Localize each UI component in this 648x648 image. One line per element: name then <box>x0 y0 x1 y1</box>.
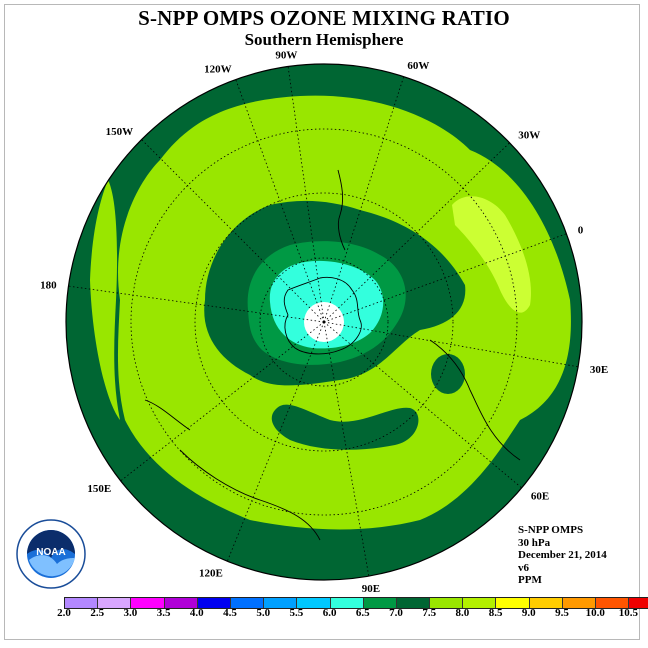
instrument-label: S-NPP OMPS <box>518 524 584 536</box>
south-dark-arc <box>271 404 419 450</box>
meridian-line <box>226 321 325 562</box>
pressure-level: 30 hPa <box>518 536 551 549</box>
longitude-label: 0 <box>578 225 584 237</box>
map-title: S-NPP OMPS OZONE MIXING RATIO <box>138 6 510 30</box>
meridian-line <box>68 285 325 323</box>
color-swatch <box>396 598 431 608</box>
map-border <box>65 63 583 581</box>
color-swatch <box>430 598 464 608</box>
color-swatch <box>98 598 132 608</box>
version-label: v6 <box>518 561 529 574</box>
color-swatch <box>297 598 331 608</box>
meridian-line <box>323 321 522 489</box>
west-light-strip <box>90 180 120 420</box>
color-swatch <box>562 598 596 608</box>
figure-frame <box>4 4 640 640</box>
longitude-label: 120W <box>204 63 232 75</box>
yellow-green-patch <box>452 196 531 313</box>
date-label: December 21, 2014 <box>518 549 607 562</box>
longitude-label: 120E <box>199 567 223 579</box>
color-swatch <box>629 598 648 608</box>
longitude-label: 90W <box>275 50 297 62</box>
color-scale-label: 5.0 <box>256 607 271 619</box>
color-scale-label: 9.5 <box>555 607 569 619</box>
color-scale-label: 4.0 <box>189 607 204 619</box>
longitude-label: 150W <box>106 126 134 138</box>
color-scale-label: 6.5 <box>355 607 370 619</box>
color-swatch <box>596 598 630 608</box>
color-scale-label: 2.5 <box>90 607 105 619</box>
meridian-line <box>120 321 325 482</box>
longitude-label: 30W <box>518 129 540 141</box>
noaa-logo: NOAA <box>15 518 87 595</box>
graticule <box>130 128 518 516</box>
color-swatch <box>65 598 99 608</box>
color-swatch <box>363 598 397 608</box>
longitude-label: 60W <box>407 60 429 72</box>
color-scale-label: 5.5 <box>289 607 304 619</box>
units-label: PPM <box>518 574 542 587</box>
color-scale-label: 7.0 <box>389 607 403 619</box>
meridian-line <box>323 76 405 323</box>
color-scale-label: 9.0 <box>521 607 536 619</box>
color-scale-label: 3.0 <box>123 607 138 619</box>
color-swatch <box>230 598 265 608</box>
longitude-label: 180 <box>40 279 57 291</box>
meridian-line <box>287 66 325 323</box>
color-scale-label: 3.5 <box>156 607 171 619</box>
color-scale-label: 8.5 <box>488 607 503 619</box>
color-swatch <box>330 598 364 608</box>
color-swatch <box>264 598 298 608</box>
map-subtitle: Southern Hemisphere <box>244 30 404 49</box>
longitude-label: 30E <box>590 364 608 376</box>
color-scale-label: 2.0 <box>57 607 71 619</box>
meridian-line <box>323 233 567 323</box>
color-scale-label: 6.0 <box>322 607 337 619</box>
meridian-line <box>323 321 370 577</box>
color-swatch <box>463 598 497 608</box>
color-scale-label: 10.5 <box>618 607 639 619</box>
color-swatch <box>496 598 530 608</box>
meridian-line <box>235 79 325 323</box>
longitude-label: 60E <box>531 491 549 503</box>
product-info: S-NPP OMPS 30 hPa December 21, 2014 v6 P… <box>518 524 607 587</box>
color-scale-label: 4.5 <box>223 607 237 619</box>
logo-wordmark: NOAA <box>36 547 65 558</box>
color-scale-label: 10.0 <box>585 607 605 619</box>
east-dark-blob <box>431 354 465 394</box>
color-swatch <box>197 598 231 608</box>
meridian-line <box>141 139 325 323</box>
longitude-labels: 90W 60W 30W 0 30E 60E 90E 120E 150E 180 150W 120W <box>40 50 608 595</box>
color-scale-labels: 2.0 2.5 3.0 3.5 4.0 4.5 5.0 5.5 6.0 6.5 7.0 7.5 8.0 8… <box>0 607 648 623</box>
longitude-label: 150E <box>87 483 111 495</box>
color-scale-label: 7.5 <box>422 607 437 619</box>
longitude-label: 90E <box>362 583 380 595</box>
color-swatch <box>529 598 563 608</box>
color-swatch <box>164 598 198 608</box>
meridian-line <box>323 321 579 368</box>
meridian-line <box>323 142 510 323</box>
coastlines <box>144 169 521 541</box>
meridians <box>68 66 579 577</box>
color-swatch <box>131 598 165 608</box>
color-scale-bar <box>64 597 648 609</box>
color-scale-label: 8.0 <box>455 607 470 619</box>
